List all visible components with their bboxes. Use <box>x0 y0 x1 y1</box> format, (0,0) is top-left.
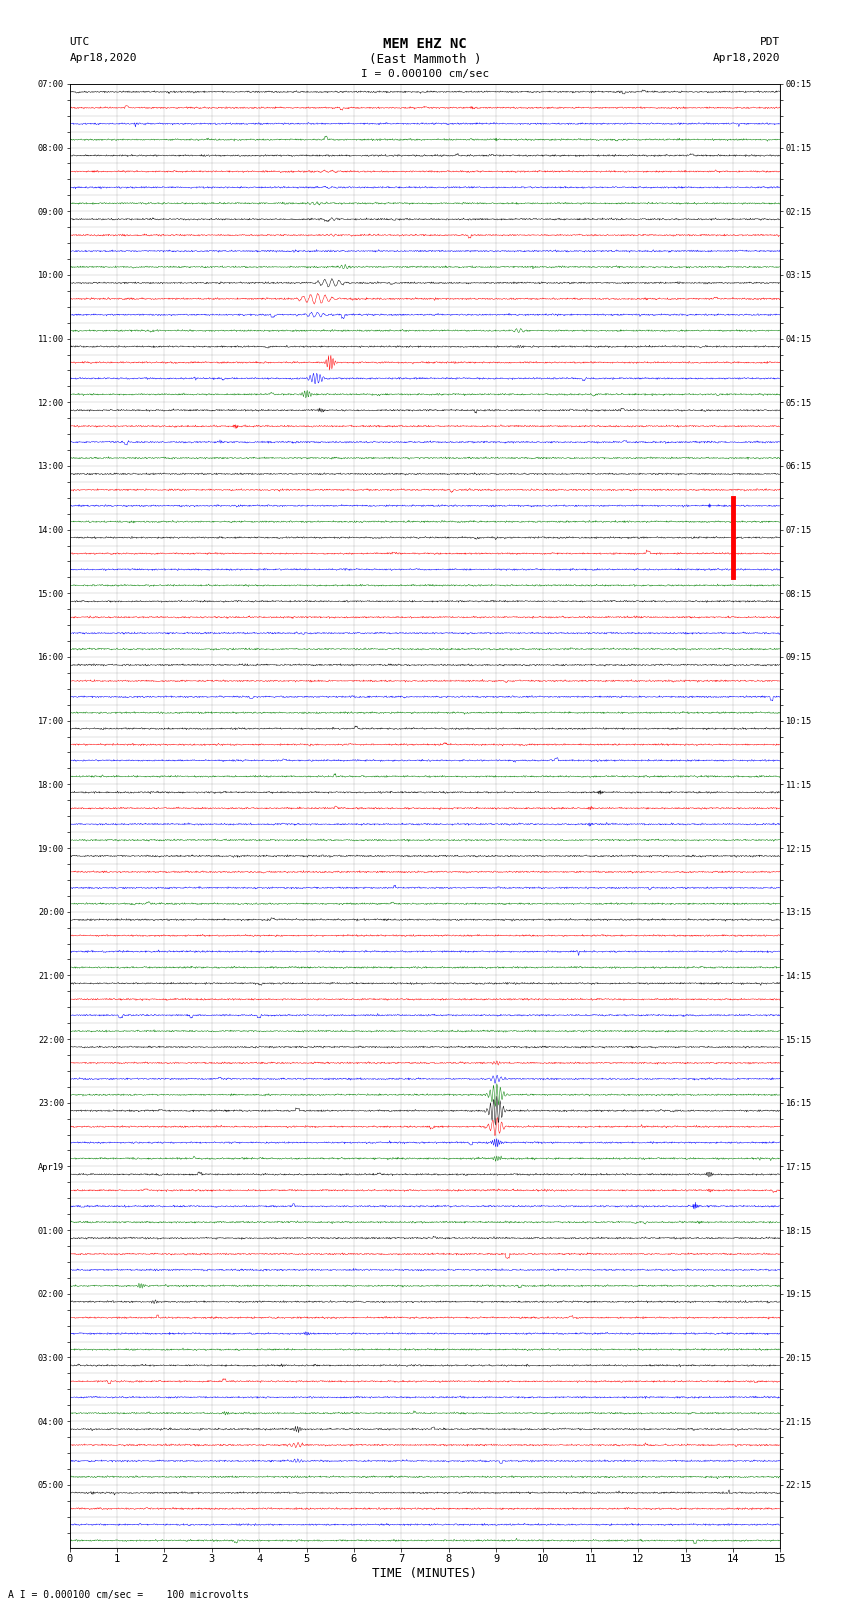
Text: UTC: UTC <box>70 37 90 47</box>
Text: A I = 0.000100 cm/sec =    100 microvolts: A I = 0.000100 cm/sec = 100 microvolts <box>8 1590 249 1600</box>
Text: Apr18,2020: Apr18,2020 <box>713 53 780 63</box>
Text: Apr18,2020: Apr18,2020 <box>70 53 137 63</box>
Text: I = 0.000100 cm/sec: I = 0.000100 cm/sec <box>361 69 489 79</box>
Text: MEM EHZ NC: MEM EHZ NC <box>383 37 467 52</box>
Text: (East Mammoth ): (East Mammoth ) <box>369 53 481 66</box>
X-axis label: TIME (MINUTES): TIME (MINUTES) <box>372 1566 478 1579</box>
Text: PDT: PDT <box>760 37 780 47</box>
